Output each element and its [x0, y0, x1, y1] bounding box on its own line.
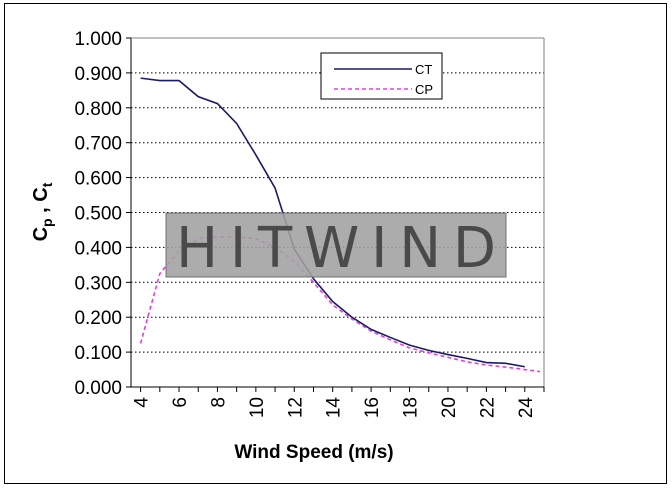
chart-frame: [4, 3, 667, 484]
legend-ct-label: CT: [415, 62, 432, 77]
x-tick-label-9: 22: [477, 397, 498, 418]
watermark-box: [165, 212, 507, 278]
y-axis-title: Cp , Ct: [30, 182, 55, 241]
x-tick-label-1: 6: [170, 397, 191, 408]
y-tick-label-4: 0.400: [74, 238, 122, 259]
x-tick-label-8: 20: [439, 397, 460, 418]
legend: CT CP: [320, 52, 443, 100]
y-tick-label-7: 0.700: [74, 134, 122, 155]
watermark: HITWIND: [165, 212, 507, 281]
x-tick-label-4: 12: [285, 397, 306, 418]
y-tick-label-10: 1.000: [74, 29, 122, 50]
x-tick-label-3: 10: [247, 397, 268, 418]
y-tick-label-2: 0.200: [74, 308, 122, 329]
y-tick-label-0: 0.000: [74, 378, 122, 399]
x-tick-label-2: 8: [208, 397, 229, 408]
x-axis-title: Wind Speed (m/s): [234, 442, 393, 463]
legend-cp-label: CP: [415, 82, 433, 97]
y-tick-label-3: 0.300: [74, 273, 122, 294]
axes: [126, 37, 545, 392]
y-tick-label-6: 0.600: [74, 169, 122, 190]
y-tick-labels: 0.000 0.100 0.200 0.300 0.400 0.500 0.600 0.700…: [74, 29, 122, 399]
x-tick-labels: 4 6 8 10 12 14 16 18 20 22 24: [132, 397, 537, 419]
x-tick-label-10: 24: [516, 397, 537, 419]
x-tick-label-5: 14: [324, 397, 345, 419]
legend-box: [320, 52, 443, 100]
y-tick-label-8: 0.800: [74, 99, 122, 120]
y-tick-label-1: 0.100: [74, 343, 122, 364]
x-tick-label-0: 4: [132, 397, 153, 408]
series-ct-line: [140, 77, 525, 368]
y-tick-label-5: 0.500: [74, 204, 122, 225]
x-tick-label-6: 16: [362, 397, 383, 418]
x-tick-label-7: 18: [401, 397, 422, 418]
y-tick-label-9: 0.900: [74, 64, 122, 85]
